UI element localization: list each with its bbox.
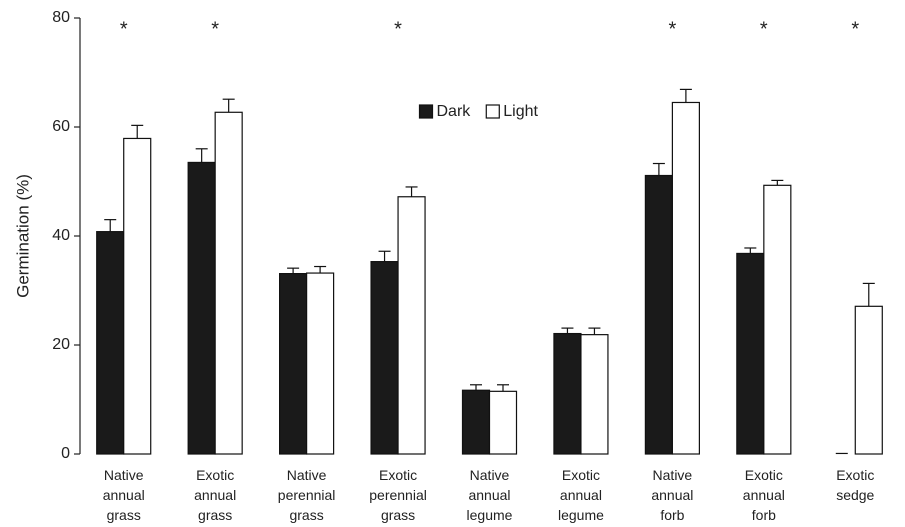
- label-line: Exotic: [562, 467, 600, 483]
- significance-marker: *: [211, 18, 219, 40]
- bar: [736, 252, 765, 455]
- y-tick-label: 0: [61, 445, 70, 462]
- bar: [187, 161, 216, 455]
- error-bar: [405, 186, 418, 197]
- x-tick-label: Native perennial grass: [278, 467, 336, 523]
- label-line: annual: [103, 487, 145, 503]
- x-tick-label: Native annual forb: [651, 467, 693, 523]
- error-bar: [862, 282, 875, 307]
- label-line: annual: [468, 487, 510, 503]
- bar: [279, 273, 308, 455]
- label-line: legume: [558, 507, 604, 523]
- bar: [461, 389, 491, 455]
- y-tick-label: 80: [52, 9, 70, 26]
- x-tick-label: Exotic annual legume: [558, 467, 604, 523]
- label-line: Native: [287, 467, 327, 483]
- legend-swatch: [485, 104, 500, 119]
- label-line: Native: [470, 467, 510, 483]
- error-bar: [652, 162, 665, 176]
- bar: [763, 184, 792, 455]
- bar: [580, 334, 609, 455]
- significance-marker: *: [668, 18, 676, 40]
- error-bar: [287, 267, 300, 274]
- label-line: Exotic: [836, 467, 874, 483]
- error-bar: [679, 88, 692, 103]
- x-tick-label: Exotic perennial grass: [369, 467, 427, 523]
- error-bar: [314, 265, 327, 274]
- label-line: annual: [194, 487, 236, 503]
- label-line: grass: [107, 507, 141, 523]
- bar: [214, 111, 243, 455]
- error-bar: [195, 148, 208, 163]
- bar: [553, 332, 582, 455]
- legend-label: Dark: [437, 103, 472, 120]
- label-line: Native: [653, 467, 693, 483]
- bar: [96, 231, 125, 455]
- x-tick-label: Native annual grass: [103, 467, 145, 523]
- y-tick-label: 40: [52, 227, 70, 244]
- label-line: Exotic: [745, 467, 783, 483]
- label-line: annual: [651, 487, 693, 503]
- label-line: forb: [660, 507, 684, 523]
- legend-label: Light: [503, 103, 538, 120]
- significance-marker: *: [851, 18, 859, 40]
- x-tick-label: Exotic annual grass: [194, 467, 236, 523]
- error-bar: [744, 247, 757, 254]
- significance-marker: *: [760, 18, 768, 40]
- label-line: Exotic: [196, 467, 234, 483]
- label-line: legume: [467, 507, 513, 523]
- error-bar: [131, 124, 144, 139]
- bar: [644, 174, 673, 455]
- bar: [306, 272, 335, 455]
- label-line: annual: [743, 487, 785, 503]
- error-bar: [561, 327, 574, 334]
- y-tick-label: 60: [52, 118, 70, 135]
- bar: [854, 305, 883, 455]
- y-axis-label: Germination (%): [13, 174, 32, 298]
- legend-swatch: [418, 104, 434, 119]
- label-line: grass: [198, 507, 232, 523]
- error-bar: [771, 179, 784, 186]
- label-line: sedge: [836, 487, 874, 503]
- bar: [488, 390, 518, 455]
- bar: [370, 261, 399, 455]
- label-line: perennial: [369, 487, 427, 503]
- significance-marker: *: [394, 18, 402, 40]
- bar: [123, 137, 152, 455]
- label-line: grass: [381, 507, 415, 523]
- error-bar: [497, 384, 509, 392]
- significance-marker: *: [120, 18, 128, 40]
- error-bar: [835, 452, 848, 455]
- label-line: perennial: [278, 487, 336, 503]
- label-line: annual: [560, 487, 602, 503]
- error-bar: [470, 384, 482, 391]
- x-tick-label: Exotic sedge: [836, 467, 874, 503]
- error-bar: [378, 250, 391, 262]
- label-line: forb: [752, 507, 776, 523]
- x-tick-label: Native annual legume: [467, 467, 513, 523]
- y-tick-label: 20: [52, 336, 70, 353]
- label-line: Exotic: [379, 467, 417, 483]
- error-bar: [104, 219, 117, 232]
- label-line: grass: [289, 507, 323, 523]
- error-bar: [588, 327, 601, 335]
- error-bar: [222, 98, 235, 113]
- label-line: Native: [104, 467, 144, 483]
- x-tick-label: Exotic annual forb: [743, 467, 785, 523]
- bar: [671, 101, 700, 455]
- bar: [397, 196, 426, 455]
